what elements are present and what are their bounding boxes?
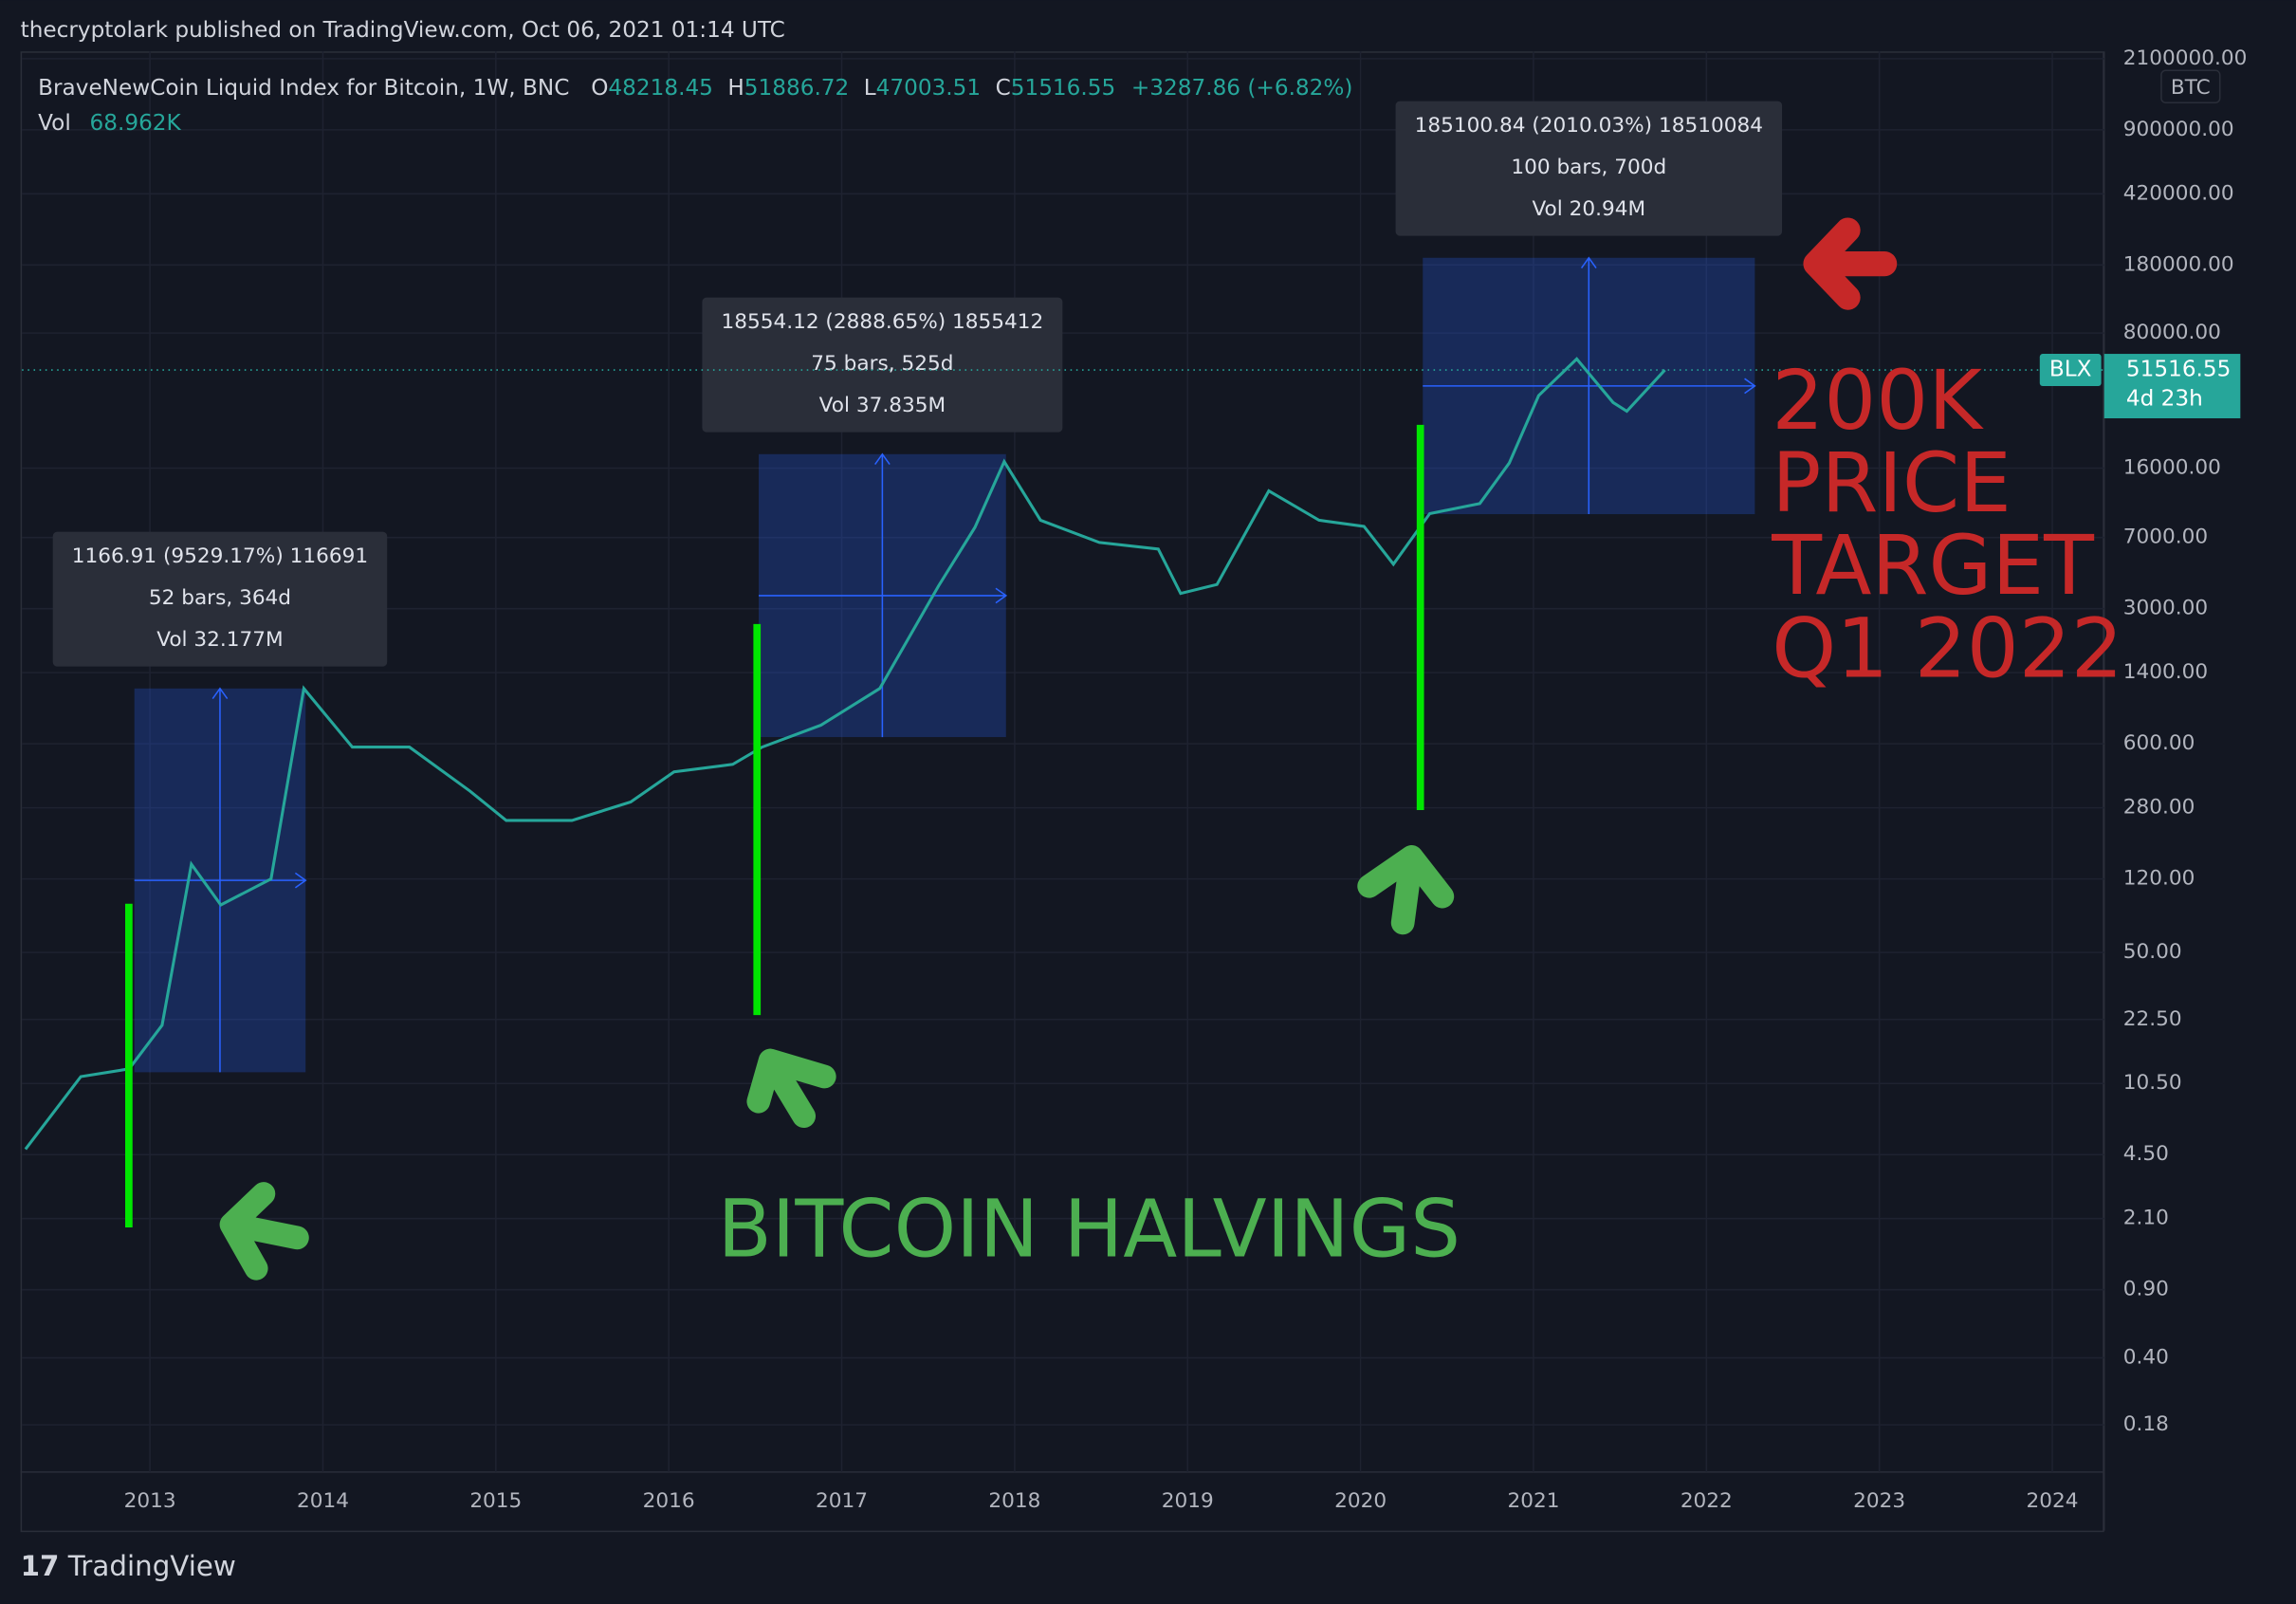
y-tick-label: 0.18 [2123, 1412, 2169, 1436]
halvings-annotation: BITCOIN HALVINGS [718, 1184, 1461, 1276]
ohlc: O48218.45 H51886.72 L47003.51 C51516.55 [591, 75, 1115, 100]
logo: 𝟭𝟳 [21, 1550, 60, 1582]
y-tick-label: 16000.00 [2123, 456, 2221, 480]
measure-label-box [1395, 101, 1783, 236]
y-tick-label: 600.00 [2123, 731, 2195, 755]
measure-label: 52 bars, 364d [149, 586, 291, 610]
y-tick-label: 1400.00 [2123, 660, 2208, 684]
y-tick-label: 120.00 [2123, 867, 2195, 891]
price-box [2103, 354, 2241, 418]
marks: 1166.91 (9529.17%) 116691 52 bars, 364d Vo… [22, 101, 2104, 1151]
y-tick-label: 22.50 [2123, 1007, 2182, 1031]
x-tick-label: 2014 [297, 1489, 349, 1513]
header: thecryptolark published on TradingView.c… [21, 18, 785, 43]
symbol: BLX [2049, 358, 2092, 382]
target-line: Q1 2022 [1772, 601, 2123, 696]
target-line: TARGET [1771, 519, 2095, 614]
measure-arrow [1580, 256, 1597, 269]
measure-arrow [874, 452, 891, 466]
ohlc-key: O [591, 75, 608, 100]
measure-label-box [52, 531, 388, 667]
last-price: 51516.55 [2126, 358, 2232, 382]
ohlc-value: 48218.45 [608, 75, 712, 100]
arrow [746, 1048, 836, 1129]
green-arrows [219, 845, 1455, 1281]
y-tick-label: 10.50 [2123, 1071, 2182, 1095]
ohlc-key: C [996, 75, 1011, 100]
measure-arrow [211, 687, 229, 700]
x-tick-label: 2015 [469, 1489, 522, 1513]
measure-label: 185100.84 (2010.03%) 18510084 [1415, 114, 1763, 138]
measure-label: 100 bars, 700d [1511, 156, 1666, 179]
currency-box [2160, 69, 2221, 104]
countdown: 4d 23h [2126, 386, 2203, 411]
arrow [219, 1182, 309, 1281]
measure-label: 75 bars, 525d [811, 352, 953, 376]
vol-label: Vol [38, 110, 71, 135]
vol-value: 68.962K [90, 110, 182, 135]
change: +3287.86 (+6.82%) [1131, 75, 1353, 100]
measure-arrow [294, 872, 307, 889]
y-tick-label: 180000.00 [2123, 252, 2234, 276]
measure-label: Vol 37.835M [819, 394, 946, 417]
arrow [1357, 845, 1455, 935]
y-tick-label: 7000.00 [2123, 525, 2208, 549]
red-arrow [1803, 217, 1898, 310]
legend-title: BraveNewCoin Liquid Index for Bitcoin, 1… [38, 75, 569, 100]
y-tick-label: 2100000.00 [2123, 46, 2248, 70]
y-tick-label: 3000.00 [2123, 597, 2208, 620]
currency: BTC [2171, 76, 2211, 100]
y-tick-label: 0.40 [2123, 1345, 2169, 1369]
target-line: PRICE [1772, 436, 2011, 531]
x-tick-label: 2022 [1681, 1489, 1733, 1513]
footer-text: TradingView [67, 1550, 236, 1582]
y-tick-label: 900000.00 [2123, 118, 2234, 141]
target-line: 200K [1772, 354, 1984, 449]
x-tick-label: 2023 [1853, 1489, 1905, 1513]
measure-label: 1166.91 (9529.17%) 116691 [72, 544, 368, 568]
footer: 𝟭𝟳 TradingView [21, 1550, 236, 1582]
y-tick-label: 4.50 [2123, 1142, 2169, 1166]
measure-arrow [995, 587, 1008, 604]
legend: BraveNewCoin Liquid Index for Bitcoin, 1… [38, 75, 1352, 100]
ohlc-value: 51886.72 [744, 75, 850, 100]
x-tick-label: 2018 [988, 1489, 1040, 1513]
y-tick-label: 2.10 [2123, 1207, 2169, 1230]
ohlc-value: 47003.51 [876, 75, 982, 100]
volume-legend: Vol 68.962K [38, 110, 181, 135]
ohlc-key: H [727, 75, 744, 100]
x-tick-label: 2019 [1162, 1489, 1214, 1513]
ohlc-value: 51516.55 [1011, 75, 1116, 100]
y-tick-label: 420000.00 [2123, 181, 2234, 205]
measure-label: 18554.12 (2888.65%) 1855412 [721, 310, 1043, 334]
ohlc-key: L [864, 75, 876, 100]
measure-label: Vol 20.94M [1532, 197, 1645, 221]
x-tick-label: 2024 [2027, 1489, 2079, 1513]
x-tick-label: 2016 [643, 1489, 695, 1513]
y-tick-label: 0.90 [2123, 1278, 2169, 1301]
y-tick-label: 280.00 [2123, 796, 2195, 820]
y-tick-label: 50.00 [2123, 940, 2182, 964]
measure-arrow [1744, 378, 1756, 395]
measure-label: Vol 32.177M [156, 628, 283, 652]
x-tick-label: 2021 [1507, 1489, 1559, 1513]
x-tick-label: 2017 [816, 1489, 868, 1513]
price-line [24, 357, 1666, 1151]
y-tick-label: 80000.00 [2123, 321, 2221, 344]
measure-label-box [702, 297, 1063, 433]
x-tick-label: 2013 [124, 1489, 176, 1513]
symbol-box [2039, 354, 2102, 387]
x-tick-label: 2020 [1334, 1489, 1387, 1513]
